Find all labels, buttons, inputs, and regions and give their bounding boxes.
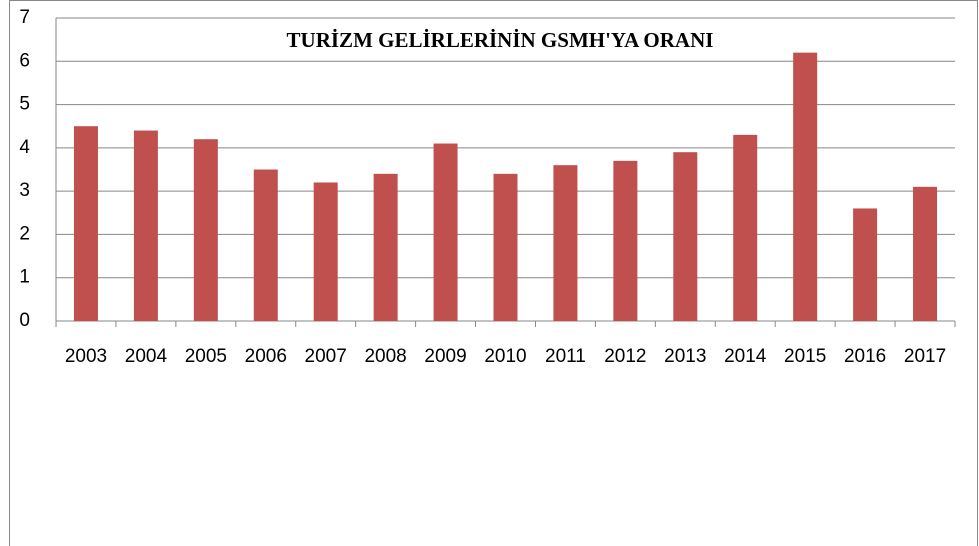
bar bbox=[373, 173, 398, 321]
bar bbox=[433, 143, 458, 321]
bar bbox=[553, 165, 578, 321]
bar bbox=[253, 169, 278, 321]
y-tick-label: 2 bbox=[19, 223, 30, 244]
x-tick-label: 2009 bbox=[424, 346, 466, 367]
x-tick-label: 2011 bbox=[545, 346, 586, 367]
bar bbox=[673, 152, 698, 321]
x-tick-label: 2007 bbox=[305, 346, 347, 367]
x-tick-label: 2016 bbox=[844, 346, 886, 367]
x-tick-label: 2015 bbox=[784, 346, 826, 367]
x-tick-label: 2012 bbox=[604, 346, 646, 367]
y-tick-label: 4 bbox=[19, 137, 30, 158]
x-tick-label: 2010 bbox=[484, 346, 526, 367]
bar bbox=[73, 126, 98, 321]
x-tick-label: 2005 bbox=[185, 346, 227, 367]
chart-frame bbox=[9, 0, 978, 546]
bar bbox=[853, 208, 878, 321]
y-tick-label: 1 bbox=[19, 267, 30, 288]
bar bbox=[493, 173, 518, 321]
y-tick-label: 6 bbox=[19, 50, 30, 71]
x-tick-label: 2014 bbox=[724, 346, 767, 367]
x-tick-label: 2006 bbox=[245, 346, 287, 367]
x-tick-label: 2013 bbox=[664, 346, 706, 367]
bar bbox=[793, 52, 818, 321]
bar bbox=[133, 130, 158, 321]
bar bbox=[613, 160, 638, 321]
y-tick-label: 3 bbox=[19, 180, 30, 201]
y-tick-label: 7 bbox=[19, 7, 30, 28]
bar bbox=[313, 182, 338, 321]
x-tick-label: 2003 bbox=[65, 346, 107, 367]
y-tick-label: 0 bbox=[19, 310, 30, 331]
bar bbox=[193, 139, 218, 321]
x-tick-label: 2004 bbox=[125, 346, 168, 367]
bar bbox=[733, 134, 758, 321]
x-tick-label: 2008 bbox=[364, 346, 406, 367]
x-tick-label: 2017 bbox=[904, 346, 946, 367]
y-tick-label: 5 bbox=[19, 94, 30, 115]
bar bbox=[913, 186, 938, 321]
chart-title: TURİZM GELİRLERİNİN GSMH'YA ORANI bbox=[287, 28, 714, 52]
